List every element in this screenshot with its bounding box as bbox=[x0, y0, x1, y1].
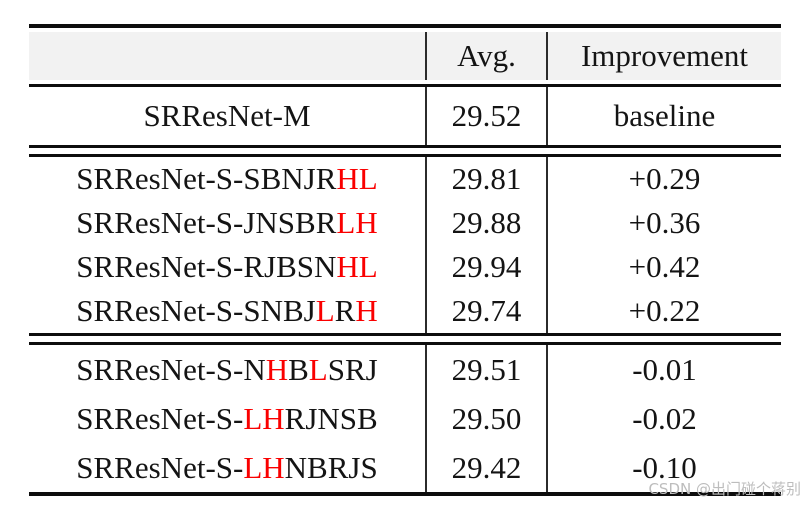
model-name-highlight-segment: H bbox=[355, 293, 378, 328]
model-name-cell: SRResNet-S-RJBSN HL bbox=[29, 245, 425, 289]
header-avg-cell: Avg. bbox=[425, 32, 548, 80]
model-name-segment: B bbox=[288, 351, 309, 387]
model-name-cell: SRResNet-S-SNBJ L R H bbox=[29, 289, 425, 333]
model-name-segment: SRResNet-S-SBNJR bbox=[76, 161, 337, 196]
improvement-cell: baseline bbox=[613, 98, 716, 133]
model-name-highlight-segment: LH bbox=[243, 400, 285, 436]
header-row: Avg. Improvement bbox=[29, 32, 781, 80]
csdn-watermark: CSDN @出门碰个蒋别 bbox=[648, 480, 801, 498]
avg-cell: 29.42 bbox=[425, 443, 548, 492]
model-name-cell: SRResNet-M bbox=[29, 87, 425, 145]
model-name-segment: SRResNet-S-RJBSN bbox=[76, 249, 337, 284]
improvement-cell: +0.42 bbox=[628, 249, 701, 284]
table-row: SRResNet-S- LH RJNSB 29.50 -0.02 bbox=[29, 394, 781, 443]
model-name-highlight-segment: H bbox=[265, 351, 289, 387]
table-row: SRResNet-S- LH NBRJS 29.42 -0.10 bbox=[29, 443, 781, 492]
model-name-cell: SRResNet-S- LH NBRJS bbox=[29, 443, 425, 492]
model-name-segment: SRResNet-S-N bbox=[76, 351, 266, 387]
table-row: SRResNet-M 29.52 baseline bbox=[29, 87, 781, 145]
table-row: SRResNet-S-SNBJ L R H 29.74 +0.22 bbox=[29, 289, 781, 333]
table-row: SRResNet-S-JNSBR LH 29.88 +0.36 bbox=[29, 201, 781, 245]
model-name-cell: SRResNet-S-JNSBR LH bbox=[29, 201, 425, 245]
table-row: SRResNet-S-N H B L SRJ 29.51 -0.01 bbox=[29, 345, 781, 394]
table-row: SRResNet-S-SBNJR HL 29.81 +0.29 bbox=[29, 157, 781, 201]
model-name-highlight-segment: LH bbox=[243, 449, 285, 485]
model-name-cell: SRResNet-S-SBNJR HL bbox=[29, 157, 425, 201]
header-improvement-cell: Improvement bbox=[580, 38, 748, 73]
avg-cell: 29.88 bbox=[425, 201, 548, 245]
model-name-segment: SRResNet-S- bbox=[76, 449, 244, 485]
model-name-highlight-segment: HL bbox=[336, 161, 378, 196]
improvement-cell: -0.01 bbox=[632, 351, 697, 387]
model-name-segment: SRResNet-S- bbox=[76, 400, 244, 436]
model-name-cell: SRResNet-S-N H B L SRJ bbox=[29, 345, 425, 394]
double-rule-1 bbox=[29, 145, 781, 157]
avg-cell: 29.74 bbox=[425, 289, 548, 333]
baseline-section: SRResNet-M 29.52 baseline bbox=[29, 87, 781, 145]
improvement-cell: +0.36 bbox=[628, 205, 701, 240]
avg-cell: 29.81 bbox=[425, 157, 548, 201]
model-name-segment: RJNSB bbox=[284, 400, 378, 436]
top-rule bbox=[29, 24, 781, 28]
model-name-highlight-segment: HL bbox=[336, 249, 378, 284]
model-name-segment: SRResNet-M bbox=[143, 98, 311, 133]
header-model-cell bbox=[29, 32, 425, 80]
model-name-segment: SRJ bbox=[327, 351, 378, 387]
model-name-highlight-segment: LH bbox=[336, 205, 378, 240]
positive-improvement-section: SRResNet-S-SBNJR HL 29.81 +0.29 SRResNet-S-J… bbox=[29, 157, 781, 333]
improvement-cell: +0.22 bbox=[628, 293, 701, 328]
improvement-cell: -0.10 bbox=[632, 449, 697, 485]
model-name-highlight-segment: L bbox=[315, 293, 335, 328]
avg-cell: 29.50 bbox=[425, 394, 548, 443]
model-name-segment: R bbox=[334, 293, 356, 328]
model-name-segment: SRResNet-S-JNSBR bbox=[76, 205, 337, 240]
model-name-highlight-segment: L bbox=[308, 351, 328, 387]
header-bottom-rule bbox=[29, 84, 781, 87]
avg-cell: 29.52 bbox=[425, 87, 548, 145]
negative-improvement-section: SRResNet-S-N H B L SRJ 29.51 -0.01 SRResNet-S- L… bbox=[29, 345, 781, 492]
double-rule-2 bbox=[29, 333, 781, 345]
results-table: Avg. Improvement SRResNet-M 29.52 baseline… bbox=[29, 24, 781, 496]
avg-cell: 29.51 bbox=[425, 345, 548, 394]
model-name-cell: SRResNet-S- LH RJNSB bbox=[29, 394, 425, 443]
table-row: SRResNet-S-RJBSN HL 29.94 +0.42 bbox=[29, 245, 781, 289]
improvement-cell: +0.29 bbox=[628, 161, 701, 196]
model-name-segment: SRResNet-S-SNBJ bbox=[76, 293, 316, 328]
improvement-cell: -0.02 bbox=[632, 400, 697, 436]
model-name-segment: NBRJS bbox=[284, 449, 378, 485]
bottom-rule bbox=[29, 492, 781, 496]
avg-cell: 29.94 bbox=[425, 245, 548, 289]
